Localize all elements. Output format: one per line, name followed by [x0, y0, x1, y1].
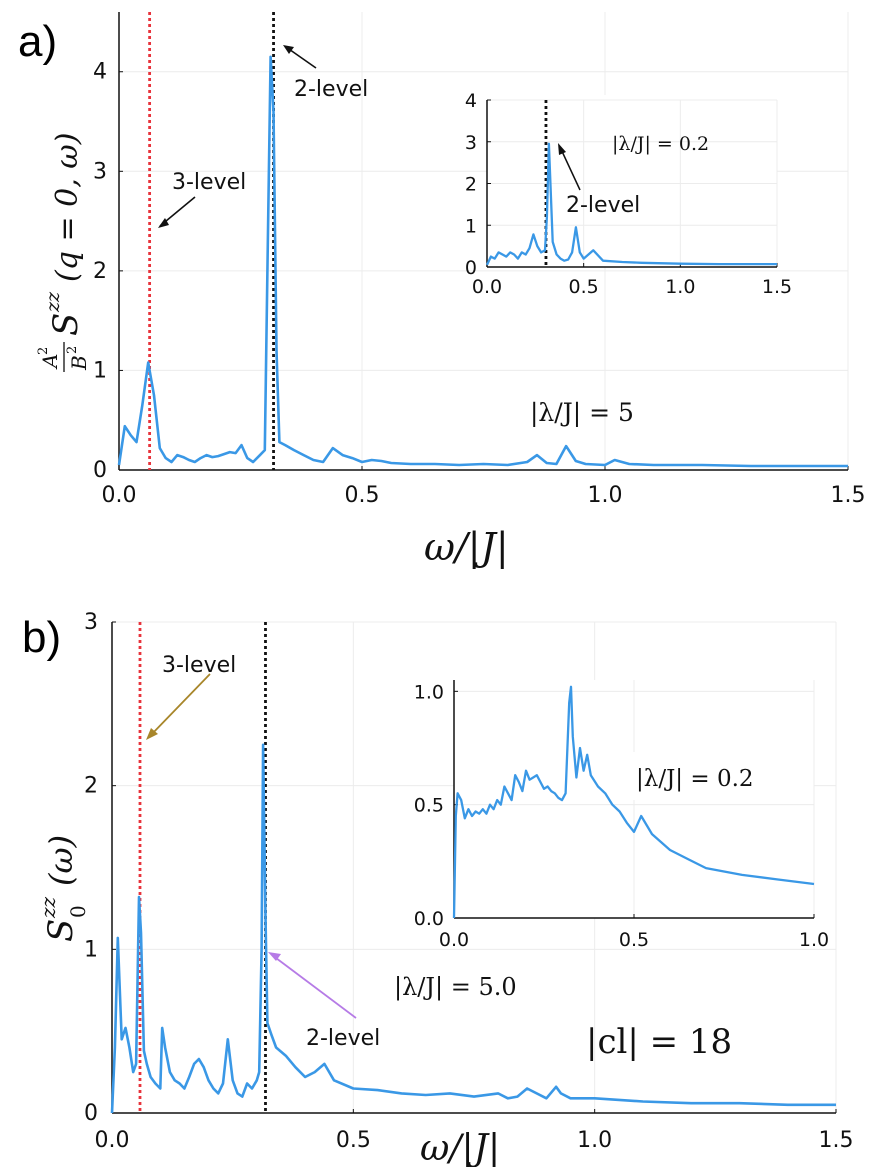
panel-a-xlabel: ω/|J|: [424, 525, 509, 569]
panel-b-ticks: 0.0 0.5 1.0 1.5 0 1 2 3: [84, 610, 854, 1153]
panel-b-inset-label-box: [632, 752, 782, 800]
panel-b-ylabel-zz: zz: [36, 896, 60, 919]
ai-xtick-label-1: 0.5: [569, 276, 599, 298]
bi-ytick-label-1: 0.5: [414, 795, 444, 817]
panel-b-reference-lines: [138, 622, 267, 1113]
panel-b-ylabel-args: (ω): [42, 835, 80, 886]
a-xtick-label-3: 1.5: [831, 483, 866, 508]
ai-ytick-label-2: 2: [465, 174, 477, 196]
a-ytick-label-3: 3: [93, 159, 107, 184]
panel-a-lambda-label: |λ/J| = 5: [530, 398, 634, 428]
panel-b-three-level-arrowhead: [146, 728, 158, 740]
b-xtick-label-2: 1.0: [577, 1128, 612, 1153]
panel-a-points: [118, 56, 849, 467]
a-ytick-label-2: 2: [93, 259, 107, 284]
ai-xtick-label-0: 0.0: [472, 276, 502, 298]
ai-ytick-label-0: 0: [465, 257, 477, 279]
panel-b-three-level-arrow: [149, 673, 211, 737]
panel-a-two-level-arrowhead: [283, 45, 294, 54]
panel-a-inset-series-line: [485, 142, 777, 266]
panel-b-ylabel-sub: 0: [66, 905, 90, 918]
a-xtick-label-1: 0.5: [345, 483, 380, 508]
bi-xtick-label-0: 0.0: [439, 929, 469, 951]
panel-b-points: [111, 744, 837, 1114]
panel-a-inset-lambda-label: |λ/J| = 0.2: [612, 133, 709, 155]
panel-a-axes: [118, 12, 849, 471]
panel-a-ylabel-den-sup: 2: [65, 346, 80, 354]
panel-a-label: a): [18, 17, 57, 66]
panel-a-ylabel-S: S: [46, 313, 86, 336]
panel-a-inset-series: [485, 142, 778, 266]
a-xtick-label-2: 1.0: [588, 483, 623, 508]
panel-a-reference-lines: [148, 12, 275, 470]
ai-xtick-label-2: 1.0: [665, 276, 695, 298]
bi-xtick-label-1: 0.5: [619, 929, 649, 951]
panel-b-two-level-label: 2-level: [306, 1026, 380, 1051]
a-ytick-label-1: 1: [93, 358, 107, 383]
panel-a-inset-two-level-arrowhead: [558, 143, 566, 155]
panel-a-two-level-label: 2-level: [294, 77, 368, 102]
bi-xtick-label-2: 1.0: [799, 929, 829, 951]
panel-b-three-level-label: 3-level: [162, 653, 236, 678]
ai-ytick-label-3: 3: [465, 132, 477, 154]
panel-b-label: b): [22, 613, 61, 662]
panel-b-inset: 0.0 0.5 1.0 0.0 0.5 1.0 |λ/J| = 0.2: [414, 680, 829, 951]
panel-b-series-line-0: [110, 743, 836, 1114]
ai-ytick-label-1: 1: [465, 215, 477, 237]
panel-b-ylabel-S: S: [41, 919, 81, 942]
ai-ytick-label-4: 4: [465, 90, 477, 112]
panel-a-ylabel-den: B: [67, 355, 91, 371]
bi-ytick-label-0: 0.0: [414, 908, 444, 930]
panel-b-two-level-arrowhead: [268, 952, 281, 961]
panel-b-inset-lambda-label: |λ/J| = 0.2: [636, 766, 754, 792]
a-ytick-label-0: 0: [93, 458, 107, 483]
panel-a-inset: 0.0 0.5 1.0 1.5 0 1 2 3 4 |λ/J| = 0.2 2-level: [465, 90, 792, 298]
panel-a-three-level-label: 3-level: [172, 170, 246, 195]
panel-a-three-level-arrowhead: [158, 218, 169, 228]
ai-xtick-label-3: 1.5: [762, 276, 792, 298]
panel-a-ylabel-args: (q = 0, ω): [50, 133, 85, 282]
panel-b-ylabel: S zz 0 (ω): [36, 835, 90, 942]
panel-a-ylabel-num: A: [38, 354, 62, 370]
panel-b-series: [110, 743, 836, 1114]
panel-b: b) 0.0 0.5 1.0 1.5 0 1 2 3 3-level 2-level |λ/J…: [22, 610, 854, 1167]
panel-b-xlabel: ω/|J|: [420, 1128, 500, 1167]
panel-b-inset-series: [452, 685, 815, 919]
panel-a-inset-two-level-label: 2-level: [566, 193, 640, 218]
panel-a: a) 0.0 0.5 1.0 1.5 0 1 2 3 4 3-level 2-level |λ/…: [18, 12, 866, 569]
a-xtick-label-0: 0.0: [102, 483, 137, 508]
panel-a-inset-two-level-arrow: [559, 146, 581, 191]
panel-b-two-level-arrow: [271, 954, 357, 1019]
panel-b-cl-label: |cl| = 18: [586, 1022, 732, 1062]
b-ytick-label-3: 3: [84, 610, 98, 635]
panel-a-ylabel-zz: zz: [42, 291, 64, 313]
panel-a-inset-ticks: 0.0 0.5 1.0 1.5 0 1 2 3 4: [465, 90, 792, 298]
panel-a-ylabel: A 2 B 2 S zz (q = 0, ω): [36, 133, 91, 372]
b-ytick-label-0: 0: [84, 1101, 98, 1126]
panel-a-ylabel-num-sup: 2: [36, 347, 51, 355]
b-xtick-label-1: 0.5: [336, 1128, 371, 1153]
panel-b-lambda-label: |λ/J| = 5.0: [394, 973, 517, 1002]
b-xtick-label-3: 1.5: [819, 1128, 854, 1153]
a-ytick-label-4: 4: [93, 60, 107, 85]
b-ytick-label-1: 1: [84, 937, 98, 962]
bi-ytick-label-2: 1.0: [414, 681, 444, 703]
b-ytick-label-2: 2: [84, 774, 98, 799]
panel-a-ticks: 0.0 0.5 1.0 1.5 0 1 2 3 4: [93, 60, 866, 508]
b-xtick-label-0: 0.0: [95, 1128, 130, 1153]
panel-b-inset-ticks: 0.0 0.5 1.0 0.0 0.5 1.0: [414, 681, 829, 951]
